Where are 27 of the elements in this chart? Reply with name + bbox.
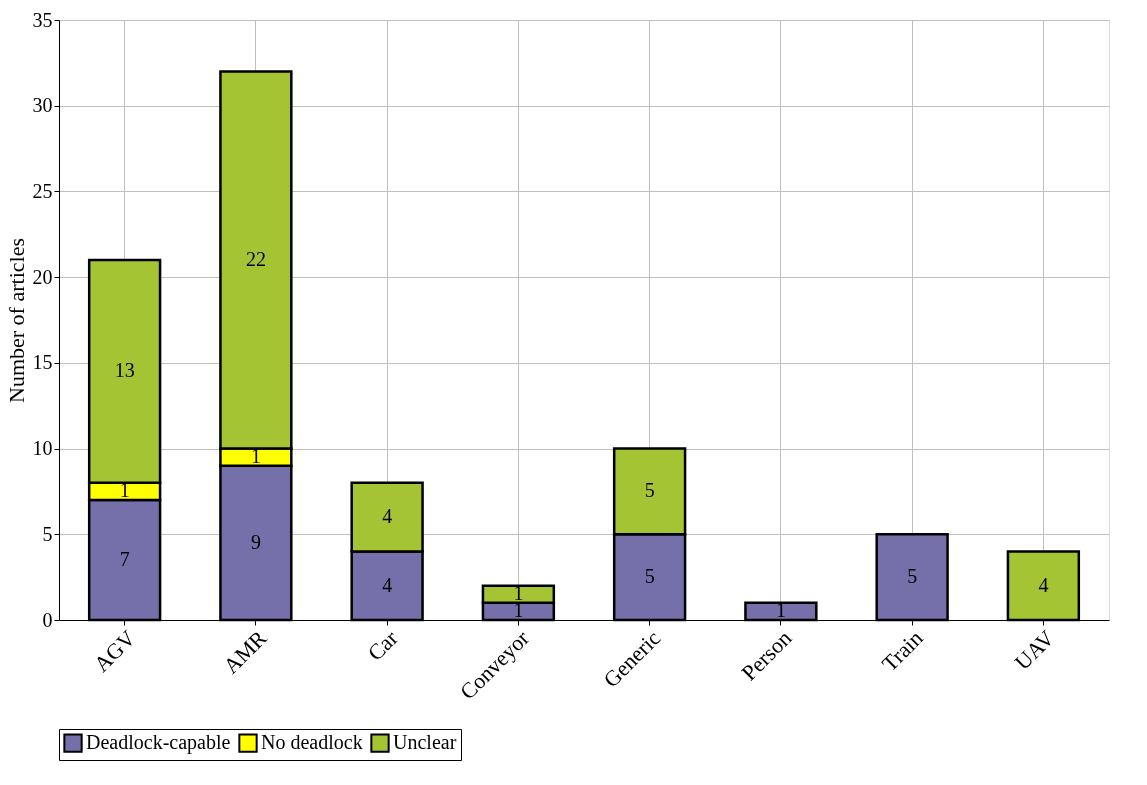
data-label: 7 — [119, 548, 130, 570]
y-tick-label: 15 — [32, 351, 53, 374]
legend-label: Deadlock-capable — [86, 731, 231, 755]
y-tick-label: 35 — [32, 8, 53, 31]
data-label: 1 — [119, 479, 130, 502]
y-tick-label: 10 — [32, 437, 53, 460]
data-label: 4 — [1038, 573, 1049, 596]
legend-label: Unclear — [393, 731, 457, 754]
y-tick-label: 0 — [42, 608, 53, 631]
x-tick-label: Car — [362, 624, 404, 666]
data-label: 4 — [382, 505, 393, 528]
data-label: 22 — [245, 248, 266, 270]
data-label: 4 — [382, 573, 393, 596]
y-axis-title: Number of articles — [3, 238, 29, 403]
x-tick-label: Train — [876, 625, 928, 677]
data-label: 9 — [250, 530, 261, 553]
y-tick-label: 30 — [32, 94, 53, 117]
y-tick-label: 20 — [32, 265, 53, 288]
data-label: 5 — [907, 565, 918, 588]
data-label: 1 — [775, 599, 786, 622]
y-tick-label: 5 — [42, 522, 53, 545]
y-tick-label: 25 — [32, 179, 53, 202]
data-label: 13 — [114, 359, 135, 382]
data-label: 5 — [644, 565, 655, 588]
legend-label: No deadlock — [261, 731, 363, 754]
data-label: 5 — [644, 479, 655, 502]
data-label: 1 — [250, 445, 261, 468]
